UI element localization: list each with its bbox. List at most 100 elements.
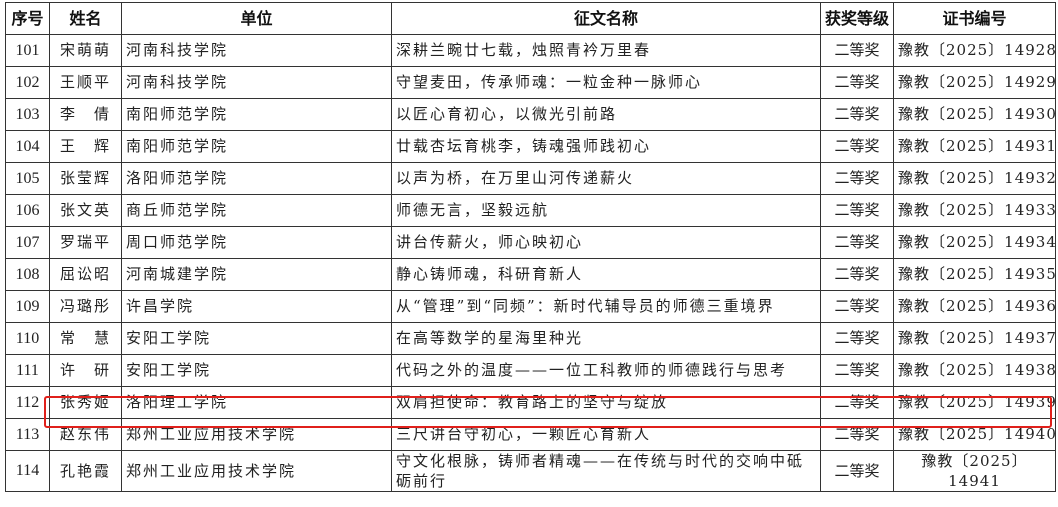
cell-cert: 豫教〔2025〕14937 xyxy=(893,322,1056,355)
cell-no: 111 xyxy=(5,354,50,387)
header-row: 序号 姓名 单位 征文名称 获奖等级 证书编号 xyxy=(5,2,1056,35)
cell-no: 107 xyxy=(5,226,50,259)
cell-cert: 豫教〔2025〕14932 xyxy=(893,162,1056,195)
cell-unit: 商丘师范学院 xyxy=(121,194,392,227)
table-row: 103 李 倩南阳师范学院 以匠心育初心，以微光引前路 二等奖 豫教〔2025〕1493… xyxy=(5,98,1056,131)
table-row: 107 罗瑞平 周口师范学院 讲台传薪火，师心映初心 二等奖 豫教〔2025〕14934 xyxy=(5,226,1056,259)
cell-award: 二等奖 xyxy=(820,258,894,291)
award-table: 序号 姓名 单位 征文名称 获奖等级 证书编号 101 宋萌萌 河南科技学院 深耕兰畹廿七载，烛… xyxy=(5,2,1056,492)
table-row: 113 赵东伟 郑州工业应用技术学院 三尺讲台守初心，一颗匠心育新人 二等奖 豫教〔202… xyxy=(5,418,1056,451)
cell-title: 以匠心育初心，以微光引前路 xyxy=(391,98,821,131)
cell-title: 从“管理”到“同频”：新时代辅导员的师德三重境界 xyxy=(391,290,821,323)
table-row: 111 许 研安阳工学院 代码之外的温度——一位工科教师的师德践行与思考 二等奖 豫教〔… xyxy=(5,354,1056,387)
cell-no: 103 xyxy=(5,98,50,131)
cell-award: 二等奖 xyxy=(820,162,894,195)
cell-name: 罗瑞平 xyxy=(49,226,122,259)
cell-name: 王顺平 xyxy=(49,66,122,99)
table-row: 114 孔艳霞 郑州工业应用技术学院 守文化根脉，铸师者精魂——在传统与时代的交响中砥… xyxy=(5,450,1056,492)
cell-award: 二等奖 xyxy=(820,290,894,323)
cell-unit: 南阳师范学院 xyxy=(121,98,392,131)
cell-unit: 河南科技学院 xyxy=(121,34,392,67)
cell-cert: 豫教〔2025〕14930 xyxy=(893,98,1056,131)
table-row: 110 常 慧安阳工学院 在高等数学的星海里种光 二等奖 豫教〔2025〕14937 xyxy=(5,322,1056,355)
table-row: 108 屈讼昭 河南城建学院 静心铸师魂，科研育新人 二等奖 豫教〔2025〕14935 xyxy=(5,258,1056,291)
cell-no: 112 xyxy=(5,386,50,419)
table-row: 106 张文英 商丘师范学院 师德无言，坚毅远航 二等奖 豫教〔2025〕14933 xyxy=(5,194,1056,227)
cell-award: 二等奖 xyxy=(820,66,894,99)
cell-cert: 豫教〔2025〕14931 xyxy=(893,130,1056,163)
cell-award: 二等奖 xyxy=(820,418,894,451)
cell-cert: 豫教〔2025〕14929 xyxy=(893,66,1056,99)
cell-cert: 豫教〔2025〕14934 xyxy=(893,226,1056,259)
table-row: 104 王 辉南阳师范学院 廿载杏坛育桃李，铸魂强师践初心 二等奖 豫教〔2025〕14… xyxy=(5,130,1056,163)
cell-award: 二等奖 xyxy=(820,34,894,67)
table-body: 101 宋萌萌 河南科技学院 深耕兰畹廿七载，烛照青衿万里春 二等奖 豫教〔2025〕14… xyxy=(5,34,1056,492)
cell-unit: 郑州工业应用技术学院 xyxy=(121,450,392,492)
cell-title: 以声为桥，在万里山河传递薪火 xyxy=(391,162,821,195)
cell-cert: 豫教〔2025〕14939 xyxy=(893,386,1056,419)
cell-award: 二等奖 xyxy=(820,98,894,131)
cell-no: 104 xyxy=(5,130,50,163)
cell-award: 二等奖 xyxy=(820,130,894,163)
cell-title: 代码之外的温度——一位工科教师的师德践行与思考 xyxy=(391,354,821,387)
cell-cert: 豫教〔2025〕14941 xyxy=(893,450,1056,492)
cell-unit: 洛阳师范学院 xyxy=(121,162,392,195)
cell-name: 张莹辉 xyxy=(49,162,122,195)
cell-name: 常 慧 xyxy=(49,322,122,355)
table-row-highlighted: 112 张秀姬 洛阳理工学院 双肩担使命：教育路上的坚守与绽放 二等奖 豫教〔2025〕1… xyxy=(5,386,1056,419)
cell-no: 109 xyxy=(5,290,50,323)
cell-title: 守望麦田，传承师魂：一粒金种一脉师心 xyxy=(391,66,821,99)
cell-title: 讲台传薪火，师心映初心 xyxy=(391,226,821,259)
cell-name: 屈讼昭 xyxy=(49,258,122,291)
cell-cert: 豫教〔2025〕14933 xyxy=(893,194,1056,227)
cell-unit: 安阳工学院 xyxy=(121,354,392,387)
cell-name: 张文英 xyxy=(49,194,122,227)
cell-no: 114 xyxy=(5,450,50,492)
cell-title: 三尺讲台守初心，一颗匠心育新人 xyxy=(391,418,821,451)
cell-name: 王 辉 xyxy=(49,130,122,163)
cell-title: 深耕兰畹廿七载，烛照青衿万里春 xyxy=(391,34,821,67)
header-title: 征文名称 xyxy=(391,2,821,35)
cell-unit: 河南科技学院 xyxy=(121,66,392,99)
cell-unit: 郑州工业应用技术学院 xyxy=(121,418,392,451)
cell-unit: 周口师范学院 xyxy=(121,226,392,259)
cell-award: 二等奖 xyxy=(820,450,894,492)
cell-unit: 安阳工学院 xyxy=(121,322,392,355)
header-name: 姓名 xyxy=(49,2,122,35)
header-no: 序号 xyxy=(5,2,50,35)
cell-unit: 南阳师范学院 xyxy=(121,130,392,163)
cell-no: 110 xyxy=(5,322,50,355)
cell-cert: 豫教〔2025〕14938 xyxy=(893,354,1056,387)
cell-no: 106 xyxy=(5,194,50,227)
header-unit: 单位 xyxy=(121,2,392,35)
table-row: 105 张莹辉 洛阳师范学院 以声为桥，在万里山河传递薪火 二等奖 豫教〔2025〕149… xyxy=(5,162,1056,195)
cell-name: 宋萌萌 xyxy=(49,34,122,67)
cell-award: 二等奖 xyxy=(820,354,894,387)
cell-no: 113 xyxy=(5,418,50,451)
cell-unit: 河南城建学院 xyxy=(121,258,392,291)
cell-cert: 豫教〔2025〕14935 xyxy=(893,258,1056,291)
cell-title: 在高等数学的星海里种光 xyxy=(391,322,821,355)
cell-cert: 豫教〔2025〕14940 xyxy=(893,418,1056,451)
cell-name: 冯璐彤 xyxy=(49,290,122,323)
cell-name: 赵东伟 xyxy=(49,418,122,451)
cell-title: 静心铸师魂，科研育新人 xyxy=(391,258,821,291)
cell-unit: 洛阳理工学院 xyxy=(121,386,392,419)
cell-award: 二等奖 xyxy=(820,194,894,227)
cell-name: 孔艳霞 xyxy=(49,450,122,492)
cell-name: 张秀姬 xyxy=(49,386,122,419)
cell-award: 二等奖 xyxy=(820,226,894,259)
cell-unit: 许昌学院 xyxy=(121,290,392,323)
cell-name: 李 倩 xyxy=(49,98,122,131)
table-row: 101 宋萌萌 河南科技学院 深耕兰畹廿七载，烛照青衿万里春 二等奖 豫教〔2025〕14… xyxy=(5,34,1056,67)
cell-name: 许 研 xyxy=(49,354,122,387)
cell-award: 二等奖 xyxy=(820,386,894,419)
cell-title: 双肩担使命：教育路上的坚守与绽放 xyxy=(391,386,821,419)
header-award: 获奖等级 xyxy=(820,2,894,35)
cell-title: 师德无言，坚毅远航 xyxy=(391,194,821,227)
cell-no: 108 xyxy=(5,258,50,291)
cell-award: 二等奖 xyxy=(820,322,894,355)
cell-cert: 豫教〔2025〕14928 xyxy=(893,34,1056,67)
header-cert: 证书编号 xyxy=(893,2,1056,35)
table-row: 109 冯璐彤 许昌学院 从“管理”到“同频”：新时代辅导员的师德三重境界 二等奖 豫教〔… xyxy=(5,290,1056,323)
